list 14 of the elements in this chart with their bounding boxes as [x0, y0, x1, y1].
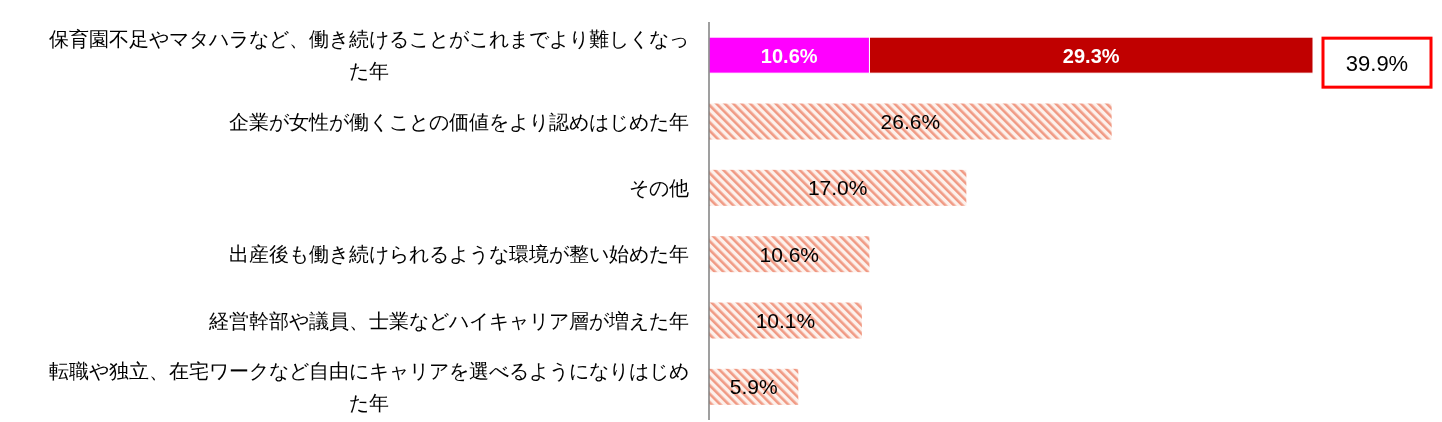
value-label: 26.6%	[880, 110, 941, 133]
value-label: 10.1%	[755, 309, 816, 332]
category-label: 経営幹部や議員、士業などハイキャリア層が増えた年	[209, 309, 689, 332]
category-label: その他	[629, 177, 689, 200]
value-label: 29.3%	[1062, 44, 1120, 67]
category-label: 保育園不足やマタハラなど、働き続けることがこれまでより難しくなった年	[49, 28, 689, 83]
category-label: 企業が女性が働くことの価値をより認めはじめた年	[229, 110, 689, 133]
value-label: 10.6%	[759, 242, 819, 266]
total-label: 39.9%	[1345, 51, 1409, 77]
value-label: 17.0%	[807, 176, 868, 200]
category-label: 転職や独立、在宅ワークなど自由にキャリアを選べるようになりはじめた年	[49, 360, 689, 415]
value-label: 10.6%	[760, 44, 818, 67]
category-label: 出産後も働き続けられるような環境が整い始めた年	[229, 243, 689, 266]
value-label: 5.9%	[729, 375, 778, 399]
